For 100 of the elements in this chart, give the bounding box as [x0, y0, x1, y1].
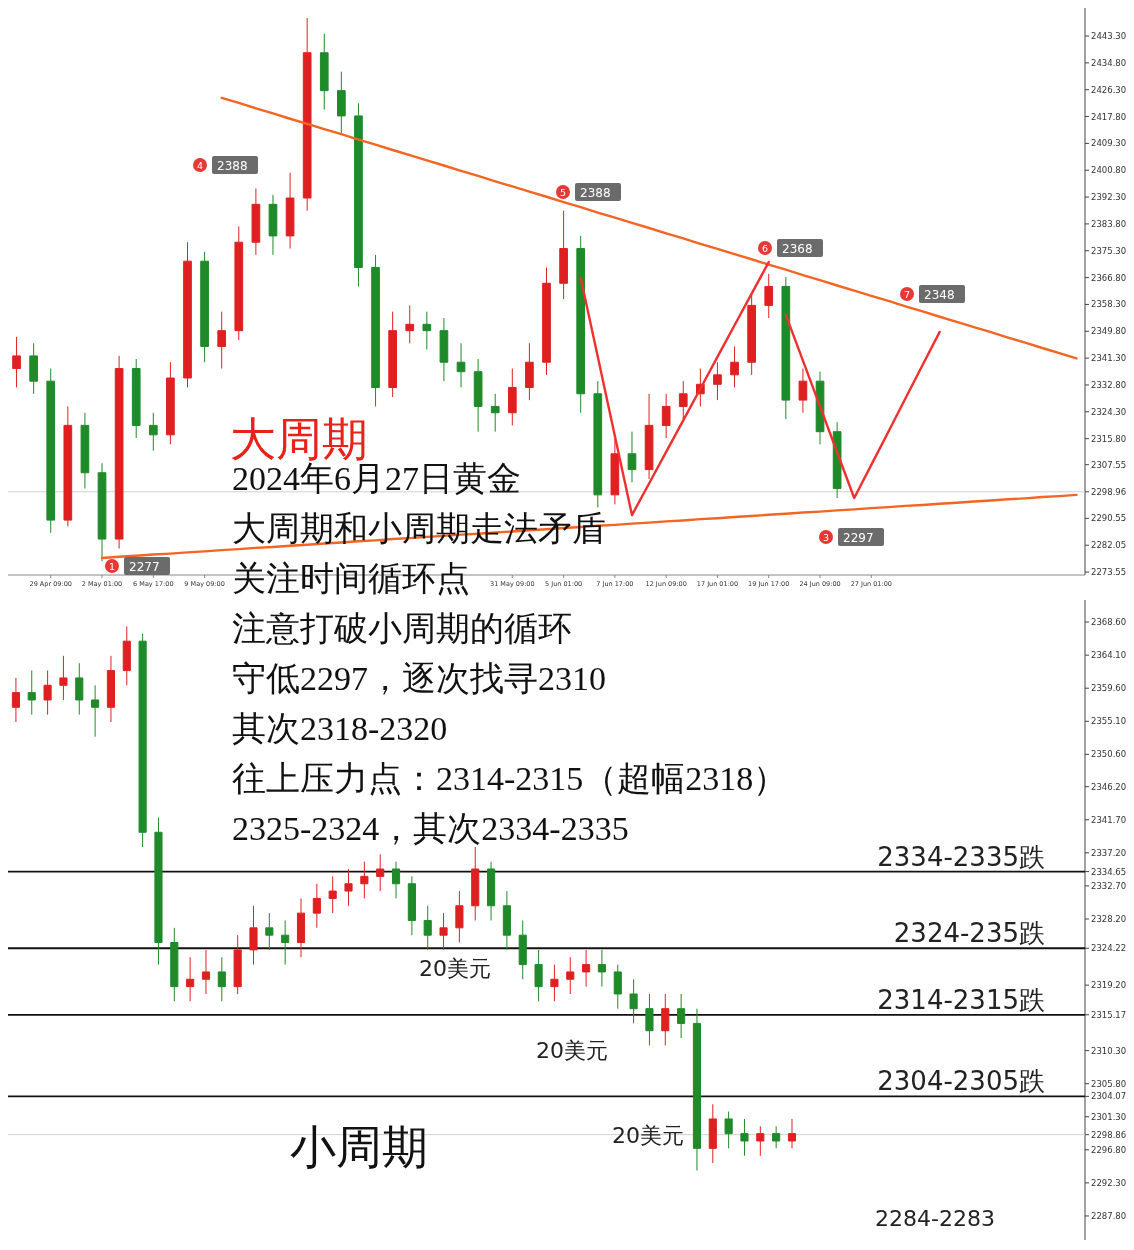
candlestick — [487, 861, 496, 921]
candlestick — [678, 380, 688, 420]
candlestick — [296, 897, 306, 958]
candlestick — [534, 949, 543, 1002]
candlestick — [233, 934, 242, 995]
annotation: 1 — [108, 560, 116, 572]
y-tick-label: 2310.30 — [1091, 1045, 1127, 1056]
annotation: 2024年6月27日黄金 — [232, 460, 521, 497]
candlestick — [170, 927, 179, 1002]
y-tick-label: 2319.20 — [1091, 980, 1127, 991]
y-tick-label: 2296.80 — [1091, 1144, 1127, 1155]
candlestick — [644, 393, 654, 480]
candlestick — [764, 273, 774, 319]
candlestick — [422, 311, 432, 351]
candlestick — [661, 993, 670, 1046]
candlestick — [471, 846, 480, 921]
candlestick — [131, 358, 141, 439]
candlestick — [46, 368, 56, 534]
annotation: 4 — [196, 159, 204, 171]
y-tick-label: 2434.80 — [1091, 57, 1127, 68]
candlestick — [740, 1118, 749, 1157]
y-tick-label: 2350.60 — [1091, 749, 1127, 760]
candlestick — [772, 1125, 781, 1149]
annotation: 20美元 — [419, 956, 491, 981]
candlestick — [692, 1008, 702, 1171]
line-series — [100, 493, 1078, 560]
candlestick — [11, 677, 20, 723]
candlestick — [201, 949, 211, 995]
y-tick-label: 2324.30 — [1091, 406, 1127, 417]
annotation: 7 — [903, 288, 911, 300]
candlestick — [43, 670, 52, 716]
annotation: 关注时间循环点 — [232, 560, 470, 597]
annotation: 2388 — [217, 158, 248, 173]
candlestick — [456, 342, 466, 388]
annotation: 2388 — [580, 185, 611, 200]
candlestick — [439, 317, 449, 382]
candlestick — [217, 311, 227, 370]
candlestick — [756, 1125, 765, 1157]
y-tick-label: 2332.70 — [1091, 880, 1127, 891]
candlestick — [29, 342, 38, 395]
candlestick — [328, 875, 337, 914]
candlestick — [251, 188, 261, 256]
y-tick-label: 2409.30 — [1091, 138, 1127, 149]
candlestick — [12, 336, 21, 388]
candlestick — [122, 625, 131, 686]
candlestick — [59, 655, 68, 701]
annotation: 守低2297，逐次找寻2310 — [232, 660, 606, 697]
candlestick — [661, 393, 671, 439]
y-tick-label: 2366.80 — [1091, 272, 1127, 283]
candlestick — [217, 956, 226, 1002]
candlestick — [186, 956, 195, 1002]
annotation: 2277 — [129, 559, 160, 574]
y-tick-label: 2315.80 — [1091, 433, 1127, 444]
candlestick — [507, 368, 517, 426]
y-tick-label: 2364.10 — [1091, 650, 1127, 661]
y-tick-label: 2298.96 — [1091, 486, 1127, 497]
candlestick — [455, 890, 464, 944]
candlestick — [473, 358, 483, 433]
candlestick — [502, 890, 511, 951]
y-tick-label: 2417.80 — [1091, 111, 1127, 122]
y-tick-label: 2349.80 — [1091, 326, 1127, 337]
candlestick — [629, 978, 638, 1024]
candlestick — [183, 241, 192, 388]
y-tick-label: 2341.70 — [1091, 814, 1127, 825]
annotation: 往上压力点：2314-2315（超幅2318） — [232, 760, 788, 797]
annotation: 20美元 — [612, 1123, 684, 1148]
candlestick — [405, 304, 415, 344]
candlestick — [593, 380, 603, 508]
annotation: 5 — [559, 186, 567, 198]
candlestick — [371, 254, 380, 407]
candlestick — [550, 964, 559, 1002]
annotation: 20美元 — [536, 1038, 608, 1063]
candlestick — [407, 875, 416, 936]
candlestick — [268, 194, 278, 256]
y-tick-label: 2290.55 — [1091, 513, 1127, 524]
candlestick — [542, 266, 551, 376]
candlestick — [27, 670, 36, 716]
candlestick — [312, 883, 321, 929]
annotation: 2325-2324，其次2334-2335 — [232, 810, 629, 847]
y-tick-label: 2346.20 — [1091, 781, 1127, 792]
candlestick — [200, 251, 209, 363]
line-series — [784, 313, 941, 500]
candlestick — [566, 956, 575, 995]
candlestick — [97, 462, 107, 562]
candlestick — [423, 905, 432, 951]
y-tick-label: 2375.30 — [1091, 245, 1127, 256]
candlestick — [391, 861, 401, 899]
candlestick — [490, 393, 500, 433]
y-tick-label: 2358.30 — [1091, 299, 1127, 310]
ref-line-label: 2304-2305跌 — [877, 1066, 1045, 1097]
candlestick — [582, 949, 591, 988]
y-tick-label: 2282.05 — [1091, 540, 1127, 551]
y-tick-label: 2273.55 — [1091, 567, 1127, 578]
candlestick — [559, 210, 568, 300]
text: 小周期 — [290, 1120, 428, 1174]
annotation: 3 — [822, 531, 830, 543]
candlestick — [319, 33, 329, 111]
candlestick — [91, 684, 100, 738]
candlestick — [597, 949, 606, 988]
ref-line-label: 2334-2335跌 — [877, 841, 1045, 872]
